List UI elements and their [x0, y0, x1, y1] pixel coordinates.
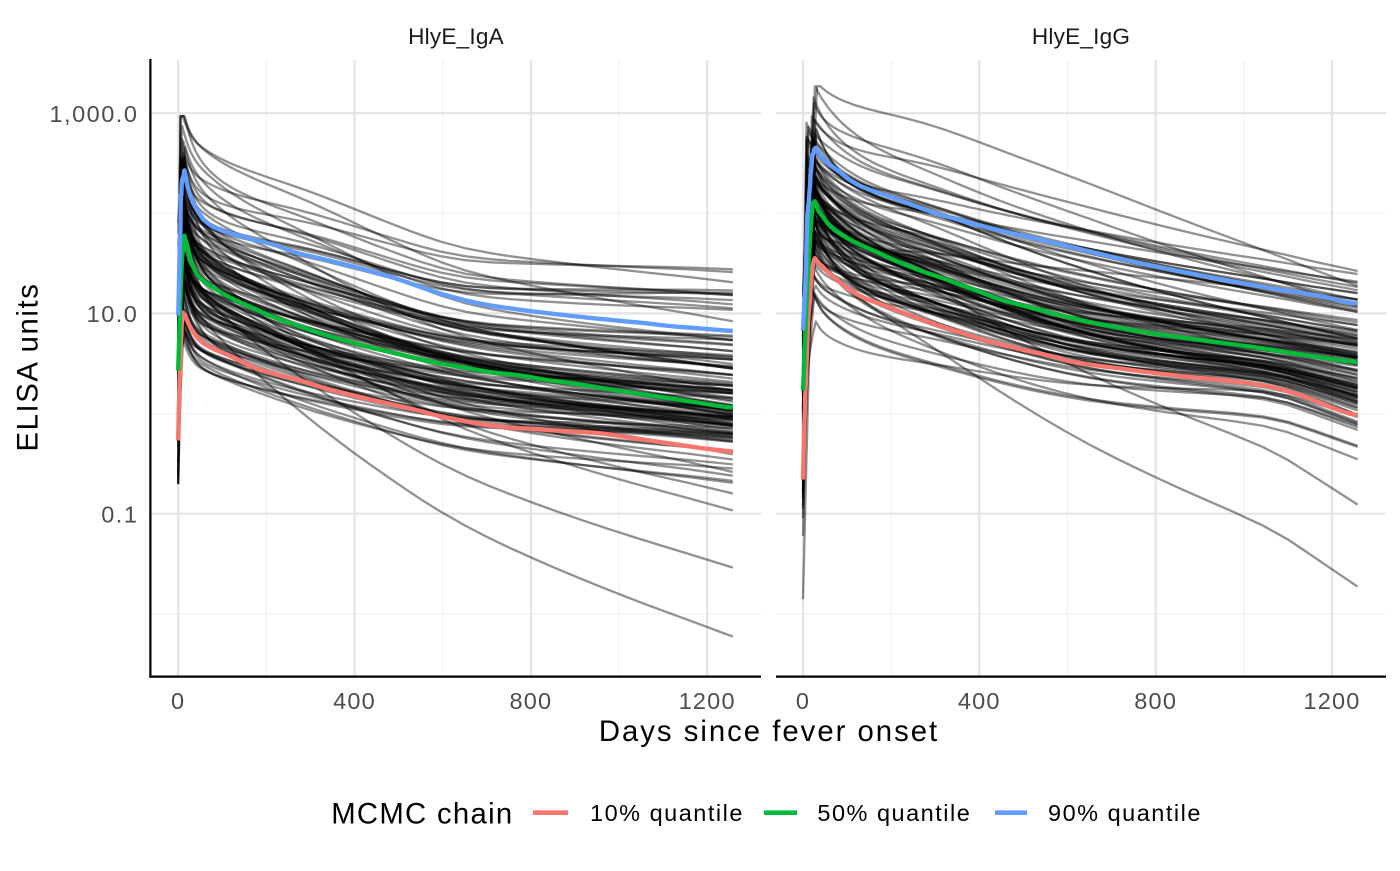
- svg-text:Days since fever onset: Days since fever onset: [599, 715, 939, 748]
- svg-text:1,000.0: 1,000.0: [49, 101, 138, 127]
- svg-text:10.0: 10.0: [87, 301, 139, 327]
- svg-text:10% quantile: 10% quantile: [590, 800, 744, 826]
- svg-text:0.1: 0.1: [101, 501, 138, 527]
- svg-text:HlyE_IgA: HlyE_IgA: [408, 24, 505, 49]
- svg-text:MCMC chain: MCMC chain: [331, 798, 513, 831]
- svg-text:0: 0: [796, 688, 810, 714]
- svg-text:800: 800: [1134, 688, 1177, 714]
- svg-text:0: 0: [171, 688, 185, 714]
- svg-text:400: 400: [333, 688, 376, 714]
- svg-text:ELISA units: ELISA units: [12, 282, 45, 451]
- svg-text:1200: 1200: [1303, 688, 1360, 714]
- svg-text:50% quantile: 50% quantile: [817, 800, 971, 826]
- svg-text:800: 800: [509, 688, 552, 714]
- svg-text:HlyE_IgG: HlyE_IgG: [1032, 24, 1130, 49]
- svg-text:90% quantile: 90% quantile: [1048, 800, 1202, 826]
- svg-text:1200: 1200: [679, 688, 736, 714]
- svg-text:400: 400: [958, 688, 1001, 714]
